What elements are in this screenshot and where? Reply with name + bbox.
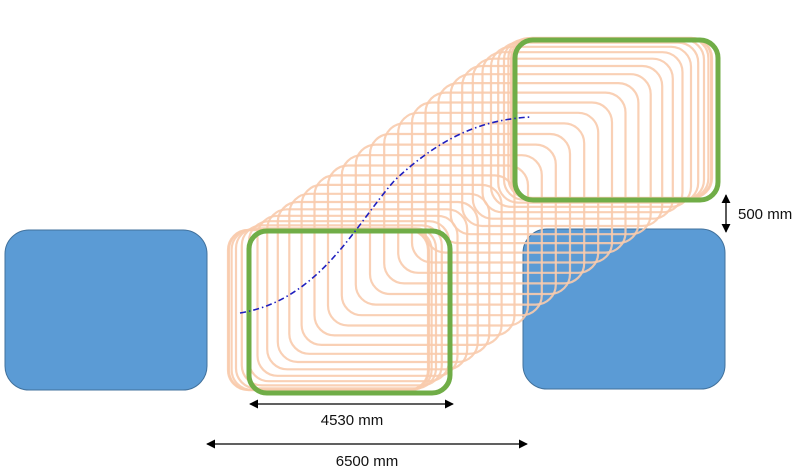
swept-frame-outline xyxy=(368,132,572,296)
swept-frame-outline xyxy=(437,81,640,245)
vertical-offset-label: 500 mm xyxy=(738,206,792,223)
start-position-outline xyxy=(246,228,453,396)
left-obstacle-block xyxy=(4,229,208,391)
swept-frame-outline xyxy=(449,73,652,236)
right-obstacle-block xyxy=(522,228,726,390)
swept-frame-outline xyxy=(461,64,664,228)
swept-frame-outline xyxy=(276,200,479,364)
swept-frame-outline xyxy=(497,41,700,204)
swept-frame-outline xyxy=(507,37,710,200)
swept-frame-outline xyxy=(489,45,693,208)
swept-frame-outline xyxy=(230,228,433,391)
start-width-label: 4530 mm xyxy=(321,412,384,429)
swept-frame-outline xyxy=(313,174,516,337)
end-position-outline xyxy=(512,37,721,203)
center-trajectory-path xyxy=(239,116,531,314)
total-width-label: 6500 mm xyxy=(336,453,399,470)
swept-frame-outline xyxy=(234,227,438,390)
swept-frame-outline xyxy=(424,91,627,254)
swept-frame-outline xyxy=(502,38,706,201)
swept-frame-outline xyxy=(256,214,459,377)
swept-frame-outline xyxy=(481,51,684,214)
swept-frame-outline xyxy=(300,183,503,346)
swept-frame-outline xyxy=(471,57,674,220)
swept-frame-outline xyxy=(326,164,530,327)
swept-frame-outline xyxy=(354,143,557,306)
swept-frame-outline xyxy=(266,208,469,371)
